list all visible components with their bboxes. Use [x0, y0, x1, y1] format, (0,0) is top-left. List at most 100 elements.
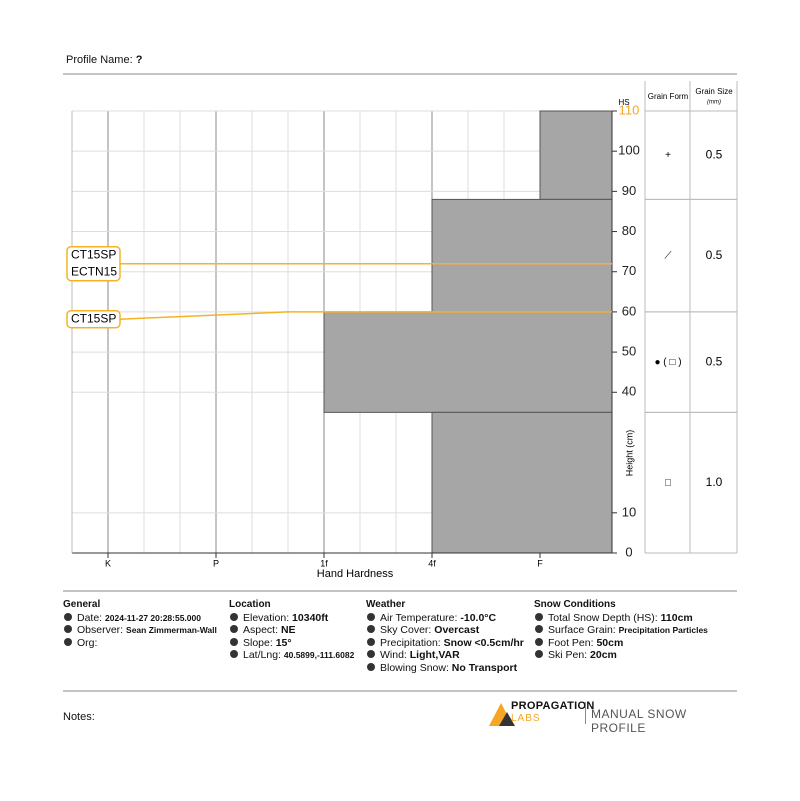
info-label: Observer:: [77, 624, 124, 636]
info-section: Snow Conditions Total Snow Depth (HS): 11…: [534, 599, 708, 662]
info-row: Observer: Sean Zimmerman-Wall: [63, 624, 217, 637]
info-label: Slope:: [243, 636, 273, 649]
info-row: Total Snow Depth (HS): 110cm: [534, 612, 708, 625]
info-label: Precipitation:: [380, 636, 441, 649]
grain-size: 0.5: [706, 248, 723, 262]
brand: PROPAGATION LABS MANUAL SNOW PROFILE: [487, 700, 737, 735]
info-value: 40.5899,-111.6082: [283, 650, 355, 660]
table-header: Grain Form: [648, 92, 689, 101]
info-value: No Transport: [451, 661, 518, 674]
info-value: Precipitation Particles: [618, 625, 708, 635]
info-value: Light,VAR: [409, 649, 460, 661]
info-row: Slope: 15°: [229, 637, 354, 650]
test-box: [66, 245, 121, 282]
y-tick-label: 80: [622, 223, 636, 238]
info-value: Sean Zimmerman-Wall: [126, 625, 217, 635]
info-value: Snow <0.5cm/hr: [443, 636, 524, 649]
info-row: Wind: Light,VAR: [366, 649, 524, 662]
y-tick-label: 60: [622, 303, 636, 318]
hs-label: HS: [618, 98, 629, 107]
section-title: Weather: [366, 599, 406, 610]
info-label: Aspect:: [243, 624, 279, 636]
brand-name: PROPAGATION: [511, 700, 595, 712]
test-label: ECTN15: [71, 264, 117, 278]
info-label: Ski Pen:: [548, 649, 588, 661]
info-section: General Date: 2024-11-27 20:28:55.000 Obse…: [63, 599, 217, 649]
info-section: Location Elevation: 10340ft Aspect: NE Slop…: [229, 599, 354, 662]
info-row: Ski Pen: 20cm: [534, 649, 708, 662]
y-tick-label: 110: [619, 102, 640, 117]
info-label: Surface Grain:: [548, 624, 616, 636]
grain-size: 1.0: [706, 475, 723, 489]
profile-label: Profile Name:: [66, 54, 133, 66]
info-label: Blowing Snow:: [380, 661, 449, 674]
y-tick-label: 10: [622, 504, 636, 519]
y-tick-label: 70: [622, 263, 636, 278]
info-value: NE: [280, 624, 296, 636]
info-value: 15°: [275, 636, 292, 649]
profile-name: Profile Name: ?: [66, 54, 142, 66]
info-value: 2024-11-27 20:28:55.000: [105, 612, 201, 623]
grain-form: ● ( □ ): [654, 357, 681, 368]
test-label: CT15SP: [71, 247, 116, 261]
test-line: [119, 311, 612, 320]
layer: [323, 311, 613, 413]
y-tick-label: 90: [622, 183, 636, 198]
info-row: Aspect: NE: [229, 624, 354, 637]
info-value: -10.0°C: [460, 611, 497, 624]
test-box: [66, 309, 121, 329]
x-tick-label: F: [537, 558, 543, 568]
y-axis-title: Height (cm): [624, 430, 634, 477]
notes: Notes:: [63, 711, 95, 723]
info-label: Elevation:: [243, 611, 290, 624]
test-label: CT15SP: [71, 311, 116, 325]
table-unit: (mm): [707, 100, 721, 106]
x-tick-label: K: [105, 558, 111, 568]
grain-size: 0.5: [706, 354, 723, 368]
section-title: Snow Conditions: [534, 599, 616, 610]
x-axis-title: Hand Hardness: [317, 568, 394, 580]
grain-form: +: [665, 150, 671, 161]
info-label: Lat/Lng:: [243, 649, 281, 661]
info-row: Sky Cover: Overcast: [366, 624, 524, 637]
info-row: Org:: [63, 637, 217, 650]
brand-logo: [489, 703, 515, 726]
grain-form: ⟋: [665, 250, 672, 261]
info-row: Air Temperature: -10.0°C: [366, 612, 524, 625]
y-tick-label: 40: [622, 384, 636, 399]
info-label: Sky Cover:: [380, 624, 432, 636]
info-row: Foot Pen: 50cm: [534, 637, 708, 650]
info-value: 110cm: [660, 611, 693, 624]
table-header: Grain Size: [695, 87, 733, 96]
layer: [431, 411, 613, 554]
section-title: Location: [229, 599, 271, 610]
info-label: Foot Pen:: [548, 636, 594, 649]
layer: [539, 110, 613, 200]
grain-size: 0.5: [706, 147, 723, 161]
info-value: 10340ft: [292, 611, 329, 624]
brand-sub: LABS: [511, 713, 541, 724]
y-tick-label: 50: [622, 344, 636, 359]
x-tick-label: 4f: [428, 558, 436, 568]
info-section: Weather Air Temperature: -10.0°C Sky Cover…: [366, 599, 524, 674]
profile-value: ?: [135, 54, 143, 66]
info-value: 20cm: [590, 649, 617, 661]
info-label: Wind:: [380, 649, 407, 661]
y-tick-label: 0: [625, 544, 632, 559]
info-label: Total Snow Depth (HS):: [548, 611, 658, 624]
info-value: Overcast: [434, 624, 480, 636]
info-label: Air Temperature:: [380, 611, 458, 624]
grain-form: □: [665, 477, 671, 488]
layer: [431, 198, 613, 313]
info-row: Surface Grain: Precipitation Particles: [534, 624, 708, 637]
x-tick-label: 1f: [320, 558, 328, 568]
info-row: Elevation: 10340ft: [229, 612, 354, 625]
info-label: Date:: [77, 611, 103, 624]
section-title: General: [63, 599, 101, 610]
x-tick-label: P: [213, 558, 219, 568]
info-row: Precipitation: Snow <0.5cm/hr: [366, 637, 524, 650]
info-row: Date: 2024-11-27 20:28:55.000: [63, 612, 217, 625]
info-label: Org:: [77, 636, 98, 649]
